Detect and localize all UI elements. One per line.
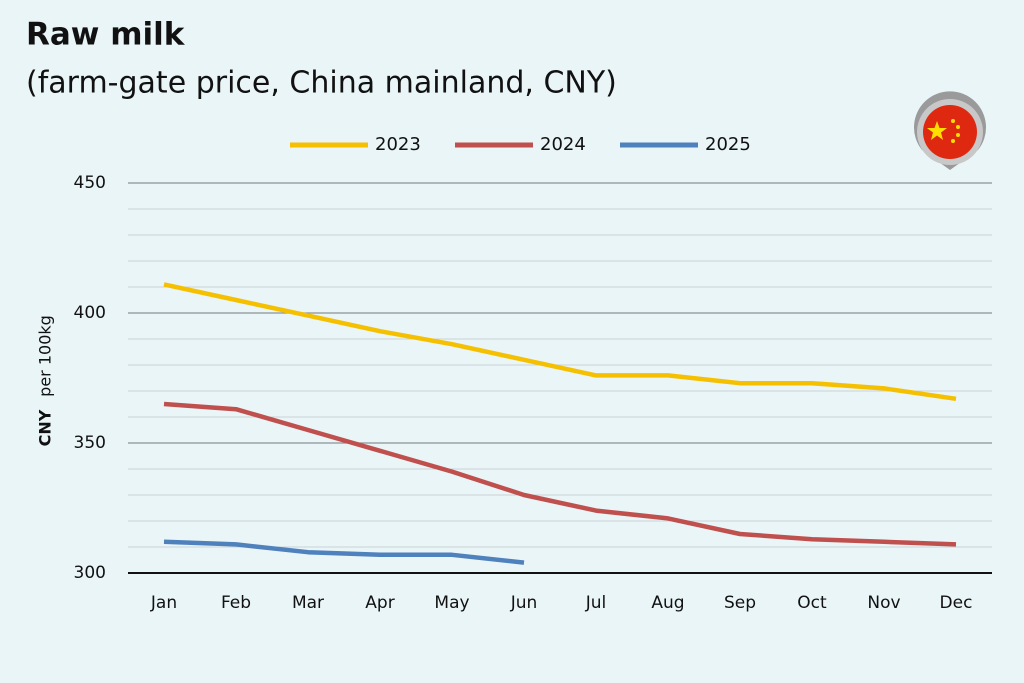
y-label: per 100kg xyxy=(36,315,55,397)
x-tick-label: Jan xyxy=(150,593,177,613)
x-tick-label: May xyxy=(434,593,469,613)
y-tick-label: 400 xyxy=(74,303,106,323)
y-axis-label: CNY per 100kg xyxy=(36,315,55,446)
x-tick-label: Apr xyxy=(365,593,394,613)
series-line xyxy=(163,401,957,547)
x-tick-label: Aug xyxy=(651,593,684,613)
y-tick-label: 350 xyxy=(74,433,106,453)
legend-label: 2024 xyxy=(540,134,586,155)
x-tick-label: Feb xyxy=(221,593,251,613)
series-line xyxy=(163,539,525,565)
x-tick-label: Nov xyxy=(867,593,900,613)
x-tick-label: Sep xyxy=(724,593,756,613)
y-tick-label: 450 xyxy=(74,173,106,193)
x-tick-label: Jun xyxy=(510,593,538,613)
x-tick-label: Jul xyxy=(585,593,607,613)
legend-label: 2025 xyxy=(705,134,751,155)
x-tick-label: Mar xyxy=(292,593,324,613)
chart-subtitle: (farm-gate price, China mainland, CNY) xyxy=(26,66,617,101)
y-tick-label: 300 xyxy=(74,563,106,583)
y-label-unit: CNY xyxy=(36,409,55,446)
x-tick-label: Oct xyxy=(797,593,827,613)
chart-title: Raw milk xyxy=(26,17,186,53)
series-line xyxy=(163,282,957,402)
legend-label: 2023 xyxy=(375,134,421,155)
x-tick-label: Dec xyxy=(940,593,973,613)
flag-pin xyxy=(914,91,987,170)
